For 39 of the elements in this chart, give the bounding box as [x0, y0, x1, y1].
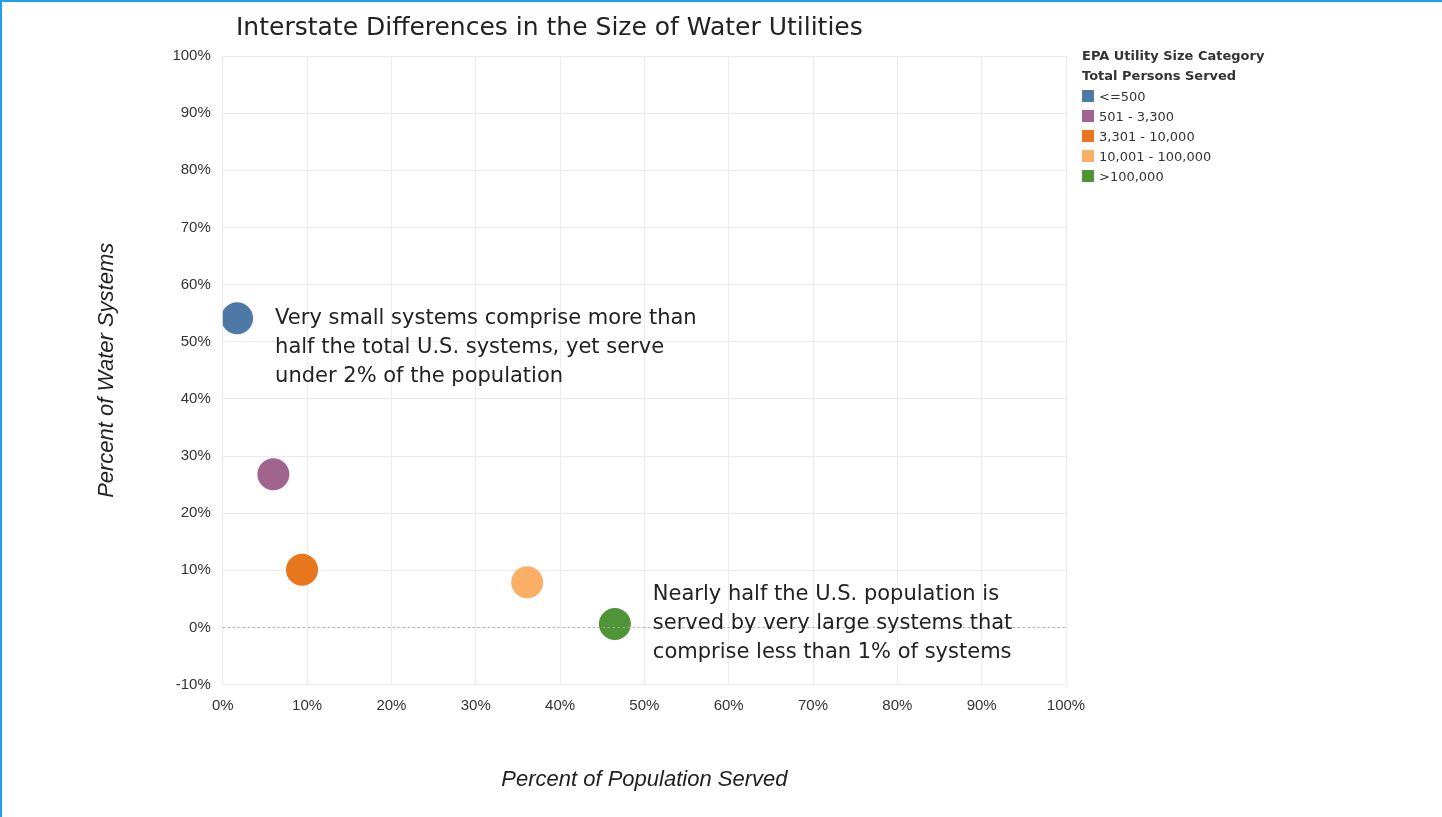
legend-label: 501 - 3,300 — [1099, 108, 1174, 124]
x-tick-label: 40% — [545, 695, 576, 713]
x-tick-label: 100% — [1046, 695, 1086, 713]
y-tick-label: 20% — [180, 503, 211, 521]
point — [257, 458, 290, 491]
y-tick-label: 90% — [180, 103, 211, 121]
x-tick-label: 70% — [798, 695, 829, 713]
y-axis-title: Percent of Water Systems — [93, 242, 119, 498]
annotation: Very small systems comprise more than half the total U.S. systems, yet serve under 2% of the population — [275, 304, 697, 387]
x-tick-label: 30% — [460, 695, 491, 713]
y-tick-label: 50% — [180, 331, 211, 349]
y-tick-label: 60% — [180, 274, 211, 292]
y-tick-label: 70% — [180, 217, 211, 235]
y-tick-label: 0% — [189, 617, 211, 635]
point — [511, 566, 544, 599]
y-tick-label: 30% — [180, 446, 211, 464]
y-tick-label: 80% — [180, 160, 211, 178]
x-tick-label: 50% — [629, 695, 660, 713]
point — [598, 608, 631, 641]
x-tick-label: 60% — [713, 695, 744, 713]
legend-label: 3,301 - 10,000 — [1099, 128, 1195, 144]
legend-label: 10,001 - 100,000 — [1099, 148, 1212, 164]
y-tick-label: 100% — [172, 46, 211, 64]
x-tick-label: 20% — [376, 695, 407, 713]
chart-title: Interstate Differences in the Size of Water Utilities — [236, 12, 863, 41]
annotation: Nearly half the U.S. population is served by very large systems that comprise less than 1% of systems — [652, 581, 1013, 664]
x-tick-label: 90% — [966, 695, 997, 713]
x-tick-label: 80% — [882, 695, 913, 713]
y-tick-label: 10% — [180, 560, 211, 578]
point — [286, 553, 319, 586]
x-tick-label: 0% — [211, 695, 234, 713]
legend-label: <=500 — [1099, 88, 1146, 104]
legend-title: EPA Utility Size Category Total Persons Served — [1082, 47, 1265, 85]
x-axis-title: Percent of Population Served — [501, 765, 789, 791]
x-tick-label: 10% — [292, 695, 323, 713]
point — [222, 302, 254, 335]
legend-label: >100,000 — [1099, 168, 1164, 184]
y-tick-label: -10% — [175, 674, 211, 692]
y-tick-label: 40% — [180, 389, 211, 407]
